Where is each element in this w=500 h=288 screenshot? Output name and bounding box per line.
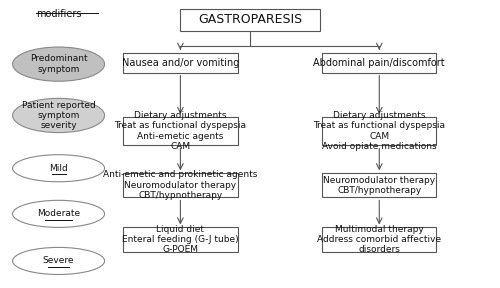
Text: Nausea and/or vomiting: Nausea and/or vomiting xyxy=(122,58,239,68)
FancyBboxPatch shape xyxy=(322,173,436,198)
FancyBboxPatch shape xyxy=(322,117,436,145)
Text: GASTROPARESIS: GASTROPARESIS xyxy=(198,14,302,26)
Text: Dietary adjustments
Treat as functional dyspepsia
CAM
Avoid opiate medications: Dietary adjustments Treat as functional … xyxy=(314,111,446,151)
Text: Patient reported
symptom
severity: Patient reported symptom severity xyxy=(22,101,96,130)
FancyBboxPatch shape xyxy=(123,53,238,73)
FancyBboxPatch shape xyxy=(322,53,436,73)
Text: Abdominal pain/discomfort: Abdominal pain/discomfort xyxy=(314,58,445,68)
FancyBboxPatch shape xyxy=(123,228,238,252)
FancyBboxPatch shape xyxy=(322,228,436,252)
Ellipse shape xyxy=(12,200,104,228)
Text: Dietary adjustments
Treat as functional dyspepsia
Anti-emetic agents
CAM: Dietary adjustments Treat as functional … xyxy=(114,111,246,151)
Ellipse shape xyxy=(12,155,104,182)
Text: Mild: Mild xyxy=(49,164,68,173)
FancyBboxPatch shape xyxy=(123,117,238,145)
Text: Neuromodulator therapy
CBT/hypnotherapy: Neuromodulator therapy CBT/hypnotherapy xyxy=(323,176,436,195)
Text: Anti-emetic and prokinetic agents
Neuromodulator therapy
CBT/hypnotherapy: Anti-emetic and prokinetic agents Neurom… xyxy=(103,170,258,200)
Text: Liquid diet
Enteral feeding (G-J tube)
G-POEM: Liquid diet Enteral feeding (G-J tube) G… xyxy=(122,225,238,255)
Text: Severe: Severe xyxy=(43,256,74,266)
Text: Moderate: Moderate xyxy=(37,209,80,218)
Text: Multimodal therapy
Address comorbid affective
disorders: Multimodal therapy Address comorbid affe… xyxy=(317,225,442,255)
FancyBboxPatch shape xyxy=(123,173,238,198)
FancyBboxPatch shape xyxy=(180,9,320,31)
Text: modifiers: modifiers xyxy=(36,9,82,18)
Ellipse shape xyxy=(12,98,104,132)
Text: Predominant
symptom: Predominant symptom xyxy=(30,54,88,74)
Ellipse shape xyxy=(12,247,104,274)
Ellipse shape xyxy=(12,47,104,81)
